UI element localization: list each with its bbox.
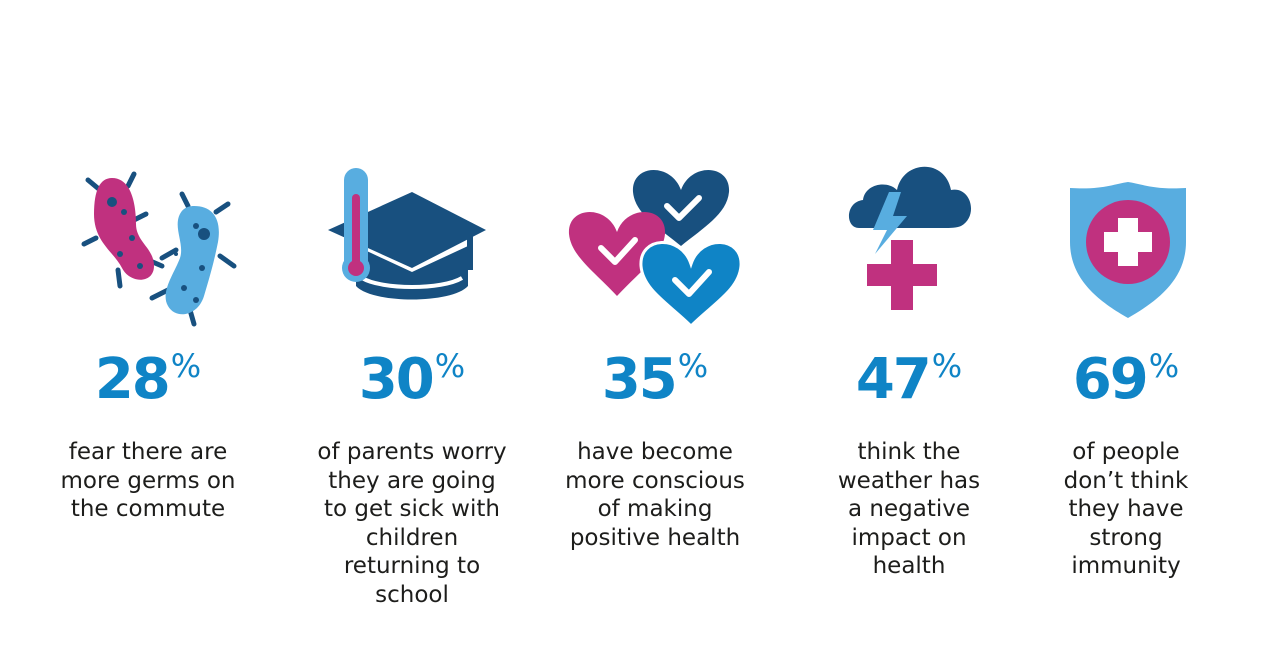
caption-line: don’t think (1063, 467, 1189, 494)
caption-line: a negative (848, 496, 970, 522)
stat-value: 30% (292, 347, 532, 412)
caption-line: weather has (837, 467, 981, 494)
caption-line: they are going (328, 467, 496, 494)
stat-number: 35 (601, 347, 678, 412)
caption-line: immunity (1071, 553, 1181, 579)
caption-line: children (365, 524, 459, 551)
stat-value: 28% (28, 347, 268, 412)
caption-line: school (375, 581, 449, 608)
caption-line: of people (1072, 439, 1180, 465)
percent-sign: % (677, 347, 709, 385)
stat-caption: fear there are more germs on the commute (28, 438, 268, 524)
caption-line: more germs on (60, 467, 236, 494)
caption-line: of making (597, 496, 713, 522)
stat-number: 69 (1072, 347, 1149, 412)
caption-line: think the (857, 439, 961, 465)
percent-sign: % (931, 347, 963, 385)
hearts-checkmarks-icon (535, 150, 775, 340)
stat-number: 47 (855, 347, 932, 412)
stat-weather: 47% think the weather has a negative imp… (789, 0, 1029, 660)
shield-medical-cross-icon (1006, 150, 1246, 340)
percent-sign: % (170, 347, 202, 385)
stat-caption: think the weather has a negative impact … (789, 438, 1029, 581)
stat-value: 35% (535, 347, 775, 412)
caption-line: of parents worry (317, 439, 507, 465)
caption-line: positive health (569, 524, 741, 551)
stat-conscious: 35% have become more conscious of making… (535, 0, 775, 660)
stat-number: 28 (94, 347, 171, 412)
graduation-cap-thermometer-icon (292, 150, 532, 340)
percent-sign: % (434, 347, 466, 385)
stat-value: 47% (789, 347, 1029, 412)
caption-line: strong (1089, 524, 1163, 551)
germs-icon (28, 150, 268, 340)
caption-line: more conscious (565, 467, 745, 494)
stat-number: 30 (358, 347, 435, 412)
stat-parents: 30% of parents worry they are going to g… (292, 0, 532, 660)
percent-sign: % (1148, 347, 1180, 385)
caption-line: fear there are (68, 439, 228, 465)
stat-value: 69% (1006, 347, 1246, 412)
caption-line: health (872, 553, 946, 579)
stat-immunity: 69% of people don’t think they have stro… (1006, 0, 1246, 660)
caption-line: have become (577, 439, 733, 465)
caption-line: the commute (70, 496, 226, 522)
stat-germs: 28% fear there are more germs on the com… (28, 0, 268, 660)
stat-caption: have become more conscious of making pos… (535, 438, 775, 552)
caption-line: to get sick with (324, 496, 500, 522)
caption-line: impact on (851, 524, 967, 551)
stat-caption: of parents worry they are going to get s… (292, 438, 532, 609)
caption-line: returning to (343, 553, 481, 579)
storm-cloud-medical-cross-icon (789, 150, 1029, 340)
caption-line: they have (1068, 496, 1184, 522)
stat-caption: of people don’t think they have strong i… (1006, 438, 1246, 581)
